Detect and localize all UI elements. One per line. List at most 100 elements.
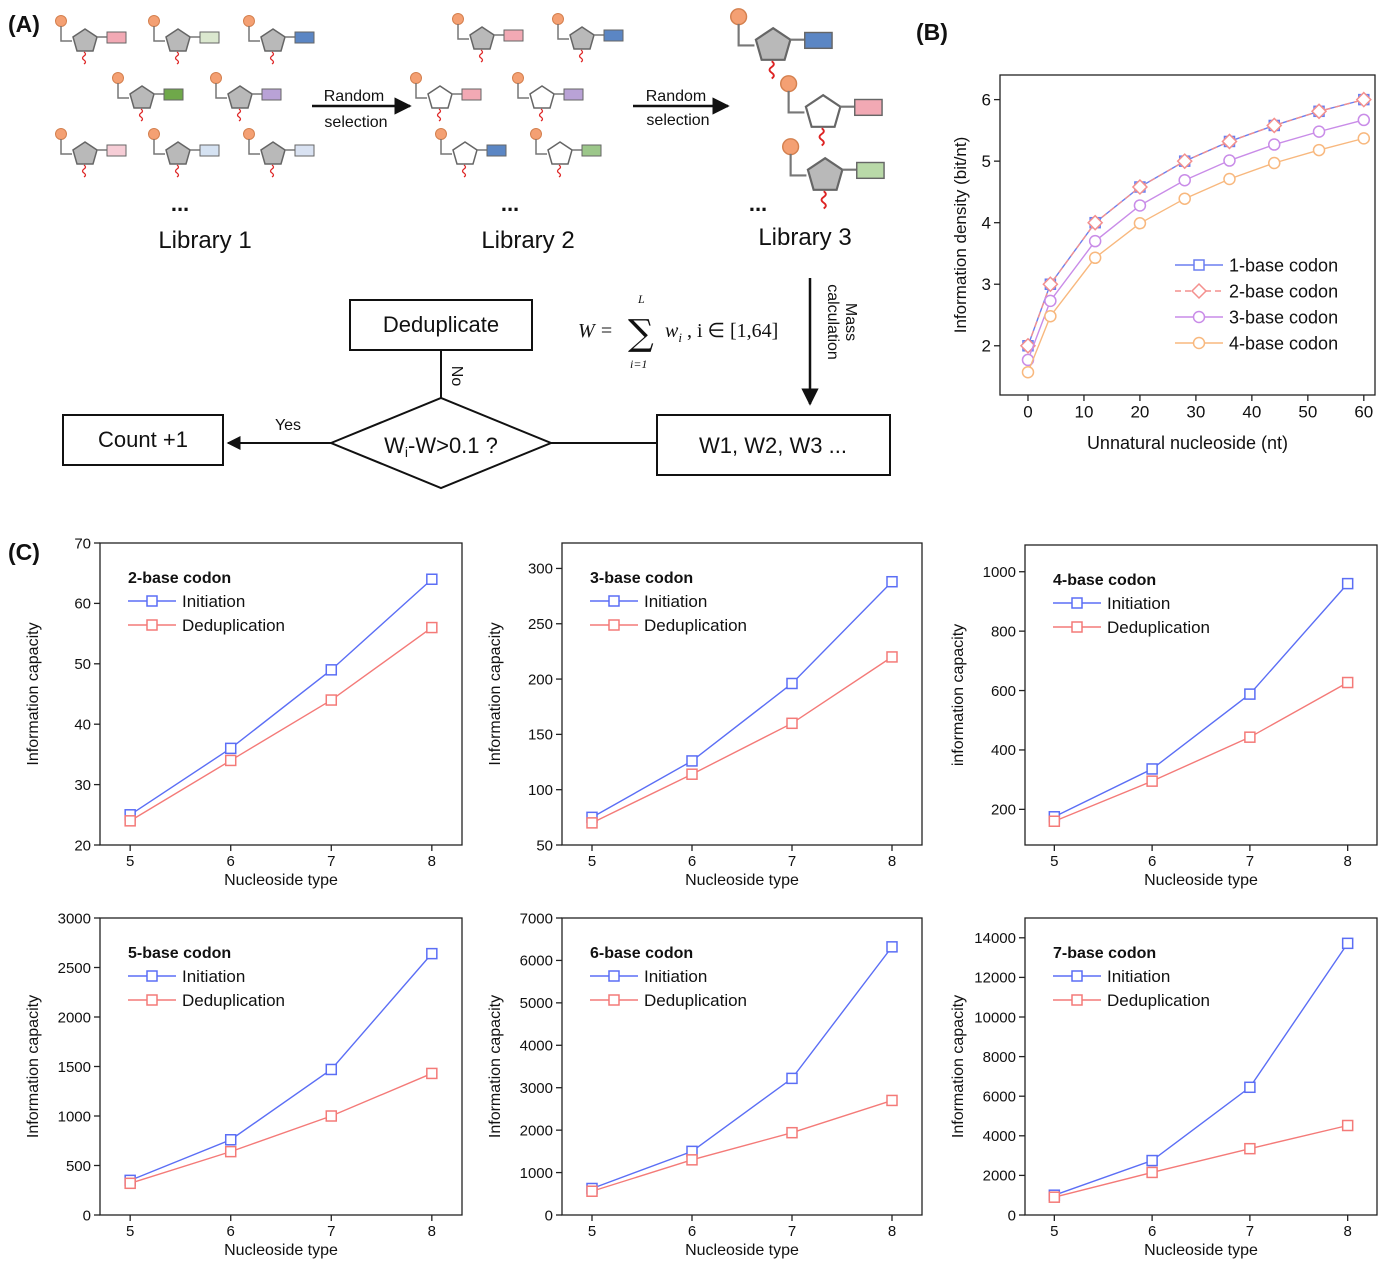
marker: [426, 947, 438, 960]
panel-a: (A) (B) (C) ... ... ... Library 1 Librar…: [8, 8, 948, 565]
y-tick-label: 30: [74, 777, 91, 794]
marker: [1133, 217, 1147, 230]
marker: [1071, 597, 1083, 609]
plot-frame: [1024, 544, 1378, 846]
y-tick-label: 250: [528, 616, 553, 633]
marker: [1223, 154, 1236, 167]
plot-frame: [561, 542, 923, 846]
no-label: No: [448, 366, 465, 387]
y-tick-label: 2500: [58, 960, 91, 977]
decision-sub: i: [405, 444, 408, 460]
y-axis-label: Information capacity: [25, 622, 42, 765]
marker: [786, 1126, 798, 1139]
marker: [1133, 199, 1147, 212]
legend-label: 3-base codon: [1229, 308, 1338, 328]
marker: [886, 575, 898, 588]
marker: [1244, 731, 1256, 743]
y-tick-label: 300: [528, 561, 553, 578]
x-tick-label: 8: [1343, 853, 1351, 870]
formula-rhs: wi , i ∈ [1,64]: [665, 320, 778, 345]
y-tick-label: 400: [991, 742, 1016, 759]
x-axis-label: Nucleoside type: [685, 1242, 799, 1259]
x-axis-label: Unnatural nucleoside (nt): [1087, 433, 1288, 453]
y-tick-label: 800: [991, 623, 1016, 640]
marker: [1357, 113, 1371, 127]
marker: [1244, 1142, 1256, 1155]
x-tick-label: 6: [227, 853, 235, 870]
marker: [686, 1154, 698, 1166]
y-tick-label: 70: [74, 535, 91, 552]
formula-w: w: [665, 320, 679, 342]
library-label: Library 2: [481, 227, 574, 254]
marker: [1244, 688, 1256, 700]
x-tick-label: 7: [788, 853, 796, 870]
y-axis-label: Information capacity: [950, 995, 967, 1138]
series-line: [1054, 583, 1349, 818]
marker: [1021, 365, 1035, 379]
x-tick-label: 8: [888, 1223, 896, 1240]
marker: [146, 595, 158, 607]
y-tick-label: 0: [545, 1207, 553, 1224]
legend-label: Initiation: [644, 592, 707, 611]
marker: [786, 717, 798, 730]
marker: [1044, 309, 1057, 323]
legend: 7-base codon Initiation Deduplication: [1053, 945, 1210, 1010]
marker: [586, 817, 598, 829]
marker: [1146, 775, 1158, 787]
y-axis-label: information capacity: [950, 624, 967, 766]
y-tick-label: 20: [74, 837, 91, 854]
x-tick-label: 40: [1242, 402, 1261, 421]
y-tick-label: 4000: [520, 1038, 553, 1055]
marker: [1192, 336, 1206, 350]
arrow-label: Random: [646, 88, 706, 105]
marker: [1192, 310, 1206, 324]
marker: [224, 1145, 237, 1158]
legend-label: Initiation: [1107, 967, 1170, 986]
marker: [1310, 103, 1328, 120]
marker: [1071, 621, 1083, 633]
ellipsis: ...: [749, 191, 767, 216]
y-tick-label: 14000: [974, 930, 1016, 947]
y-tick-label: 1000: [983, 564, 1016, 581]
marker: [1244, 1081, 1256, 1094]
x-tick-label: 7: [788, 1223, 796, 1240]
y-tick-label: 10000: [974, 1009, 1016, 1026]
x-tick-label: 30: [1186, 402, 1205, 421]
y-tick-label: 50: [74, 656, 91, 673]
library-label: Library 1: [158, 227, 251, 254]
marker: [886, 941, 898, 953]
y-tick-label: 150: [528, 727, 553, 744]
y-tick-label: 3000: [520, 1080, 553, 1097]
y-tick-label: 500: [66, 1158, 91, 1175]
marker: [1266, 117, 1283, 134]
box-label: Count +1: [98, 427, 188, 452]
series-line: [591, 946, 893, 1190]
decision-rest: -W>0.1 ?: [408, 433, 498, 458]
chart-title: 4-base codon: [1053, 572, 1156, 589]
y-tick-label: 5: [982, 152, 991, 171]
x-axis-label: Nucleoside type: [1144, 1242, 1258, 1259]
marker: [1042, 276, 1059, 293]
marker: [1146, 1166, 1158, 1179]
chart: 5 6 7 8 50 100 150 200 250 300 Nucleoside type Info…: [487, 542, 923, 889]
x-tick-label: 8: [1343, 1223, 1351, 1240]
y-tick-label: 2: [982, 337, 991, 356]
library-3-icons: [730, 8, 886, 210]
y-tick-label: 1000: [58, 1108, 91, 1125]
marker: [146, 994, 158, 1006]
y-axis-label: Information capacity: [25, 995, 42, 1138]
y-tick-label: 0: [1008, 1207, 1016, 1224]
arrow-label-group: Mass calculation: [824, 284, 859, 360]
marker: [124, 1177, 136, 1190]
marker: [325, 1110, 338, 1122]
formula-lhs: W =: [578, 320, 613, 342]
chart: 5 6 7 8 0 2000 4000 6000 8000 10000 12000 14000 Nucl…: [950, 917, 1378, 1259]
formula-sum: ∑: [628, 313, 654, 354]
y-tick-label: 6: [982, 91, 991, 110]
x-tick-label: 5: [1050, 853, 1058, 870]
x-tick-label: 7: [1246, 1223, 1254, 1240]
series-line: [591, 1099, 893, 1192]
marker: [1088, 234, 1102, 248]
legend-label: Deduplication: [1107, 991, 1210, 1010]
